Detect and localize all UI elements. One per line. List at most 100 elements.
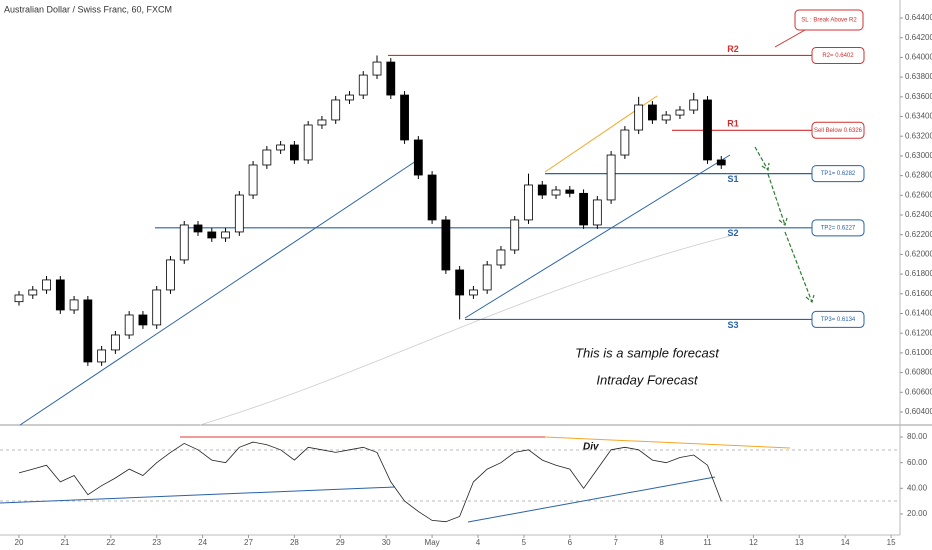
y-tick-label: 0.63600 <box>905 92 932 101</box>
y-tick-label: 0.62200 <box>905 230 932 239</box>
candle-body <box>152 289 162 326</box>
candle-body <box>689 99 699 111</box>
callout-text: Sell Below 0.6326 <box>814 128 863 134</box>
x-tick-label: 22 <box>106 538 115 547</box>
candle-body <box>648 104 657 121</box>
candle-body <box>248 164 258 196</box>
candle-body <box>661 114 671 121</box>
callout-text: TP2= 0.6227 <box>821 225 856 231</box>
candle-body <box>400 94 409 141</box>
candle-body <box>427 174 437 221</box>
y-tick-label: 0.63800 <box>905 72 932 81</box>
x-tick-label: 24 <box>198 538 207 547</box>
callout-box <box>811 46 865 64</box>
x-tick-label: 14 <box>841 538 850 547</box>
candle-body <box>234 194 244 233</box>
x-tick-label: 30 <box>382 538 391 547</box>
candle-body <box>455 269 465 296</box>
candle-body <box>634 104 644 131</box>
forecast-arrows <box>754 146 815 304</box>
y-tick-label: 0.61200 <box>905 328 932 337</box>
candle-body <box>14 294 24 303</box>
level-name: S1 <box>727 174 738 184</box>
candle-body <box>358 74 368 96</box>
y-tick-label: 0.64200 <box>905 33 932 42</box>
y-tick-label: 0.61400 <box>905 309 932 318</box>
candle-body <box>592 199 602 226</box>
callout-box <box>811 121 865 139</box>
level-name: R1 <box>727 119 739 129</box>
candle-body <box>565 189 575 194</box>
level-name: R2 <box>727 44 739 54</box>
rsi-line <box>544 436 791 449</box>
candle-body <box>290 144 299 161</box>
annotation: Div <box>583 442 600 453</box>
callout-text: TP3= 0.6134 <box>821 317 856 323</box>
rsi-tick-label: 80.00 <box>907 432 928 441</box>
rsi-line <box>467 476 716 523</box>
x-tick-label: 6 <box>568 538 573 547</box>
callout-box <box>794 9 864 31</box>
candle-body <box>166 259 175 291</box>
candle-body <box>703 99 712 161</box>
candle-body <box>138 314 148 326</box>
candle-body <box>317 119 327 126</box>
y-tick-label: 0.60800 <box>905 368 932 377</box>
y-tick-label: 0.62800 <box>905 171 932 180</box>
y-tick-label: 0.60600 <box>905 387 932 396</box>
candle-body <box>482 264 492 291</box>
candle-body <box>413 139 423 176</box>
x-tick-label: 29 <box>336 538 345 547</box>
candle-body <box>372 61 382 76</box>
candle-body <box>28 289 38 296</box>
trend-line <box>19 156 423 426</box>
x-tick-label: 11 <box>703 538 712 547</box>
x-tick-label: 15 <box>887 538 896 547</box>
candle-body <box>441 219 451 271</box>
candle-body <box>496 249 506 266</box>
chart-title: Australian Dollar / Swiss Franc, 60, FXC… <box>4 4 172 14</box>
callout-text: TP1= 0.6282 <box>821 171 856 177</box>
callout-text: SL : Break Above R2 <box>801 18 857 24</box>
y-tick-label: 0.63400 <box>905 112 932 121</box>
y-tick-label: 0.62600 <box>905 190 932 199</box>
x-tick-label: 13 <box>795 538 804 547</box>
candle-body <box>510 219 520 251</box>
y-tick-label: 0.64400 <box>905 13 932 22</box>
x-tick-label: 23 <box>152 538 161 547</box>
level-name: S2 <box>727 228 738 238</box>
y-tick-label: 0.61600 <box>905 289 932 298</box>
candle-body <box>207 231 217 239</box>
candle-body <box>551 189 561 196</box>
y-tick-label: 0.60400 <box>905 407 932 416</box>
callout-box <box>811 165 865 183</box>
annotation: Intraday Forecast <box>596 372 699 387</box>
candle-body <box>675 109 685 116</box>
candle-body <box>524 184 533 221</box>
candle-body <box>179 224 189 261</box>
y-tick-label: 0.63000 <box>905 151 932 160</box>
candle-body <box>620 129 630 156</box>
x-tick-label: 4 <box>476 538 481 547</box>
candle-body <box>42 279 51 291</box>
candle-body <box>386 61 396 96</box>
candle-body <box>110 334 120 351</box>
candle-body <box>345 94 354 101</box>
callout-box <box>811 310 865 328</box>
y-tick-label: 0.62000 <box>905 250 932 259</box>
candle-body <box>579 192 588 226</box>
candle-body <box>193 224 203 233</box>
candle-body <box>716 159 726 166</box>
annotation: This is a sample forecast <box>575 345 720 360</box>
candle-body <box>469 289 478 296</box>
x-tick-label: 20 <box>15 538 24 547</box>
candle-body <box>331 99 341 121</box>
x-tick-label: 5 <box>522 538 527 547</box>
y-tick-label: 0.61000 <box>905 348 932 357</box>
candle-body <box>55 279 65 311</box>
y-tick-label: 0.64000 <box>905 53 932 62</box>
moving-average <box>199 235 731 426</box>
candle-body <box>303 124 313 161</box>
